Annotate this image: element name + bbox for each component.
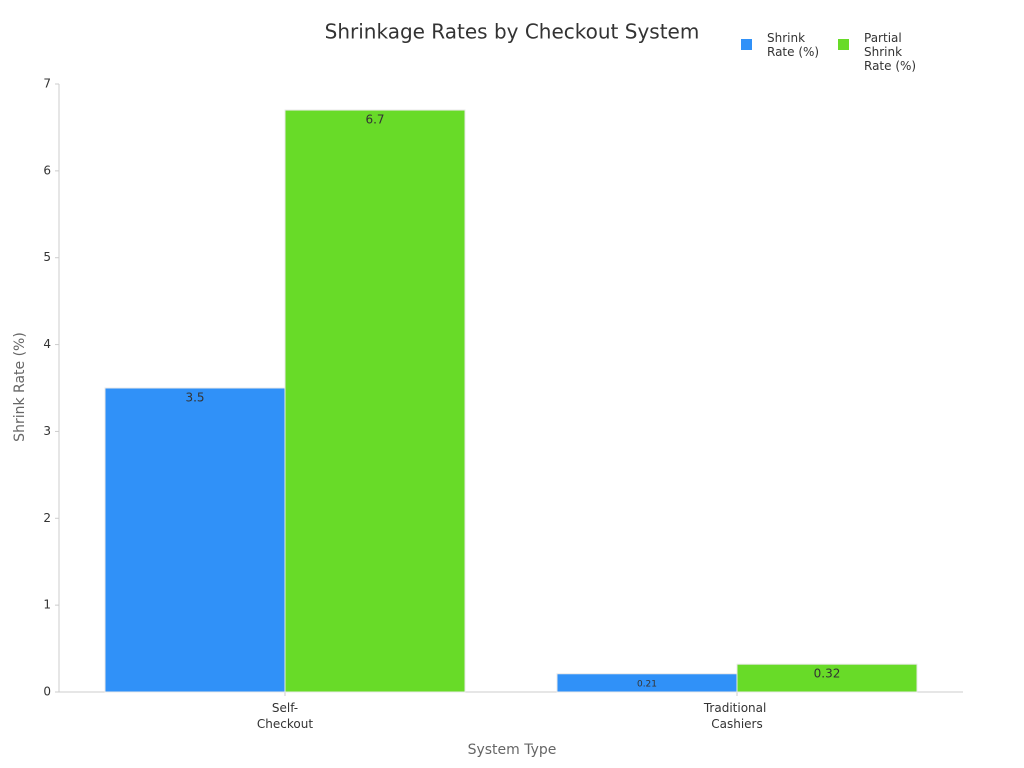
legend-swatch	[838, 39, 849, 50]
bar	[284, 109, 466, 693]
y-tick-label: 7	[43, 77, 51, 91]
legend-label: Partial Shrink Rate (%)	[864, 31, 916, 73]
chart-title: Shrinkage Rates by Checkout System	[325, 20, 700, 44]
y-tick-label: 1	[43, 598, 51, 612]
y-tick-label: 5	[43, 250, 51, 264]
x-tick-label: Self-Checkout	[257, 701, 313, 731]
x-axis-label: System Type	[468, 742, 557, 758]
y-tick-label: 0	[43, 685, 51, 699]
value-label: 6.7	[365, 113, 384, 127]
value-label: 0.32	[814, 667, 841, 681]
y-tick-label: 3	[43, 424, 51, 438]
value-label: 0.21	[637, 679, 657, 689]
value-label: 3.5	[185, 391, 204, 405]
y-tick-label: 6	[43, 163, 51, 177]
y-tick-label: 2	[43, 511, 51, 525]
legend-label: Shrink Rate (%)	[767, 31, 819, 59]
y-axis-label: Shrink Rate (%)	[12, 332, 28, 442]
x-tick-label: Traditional Cashiers	[703, 701, 770, 731]
bar	[736, 663, 918, 693]
legend-swatch	[741, 39, 752, 50]
y-tick-label: 4	[43, 337, 51, 351]
bar	[104, 387, 286, 693]
